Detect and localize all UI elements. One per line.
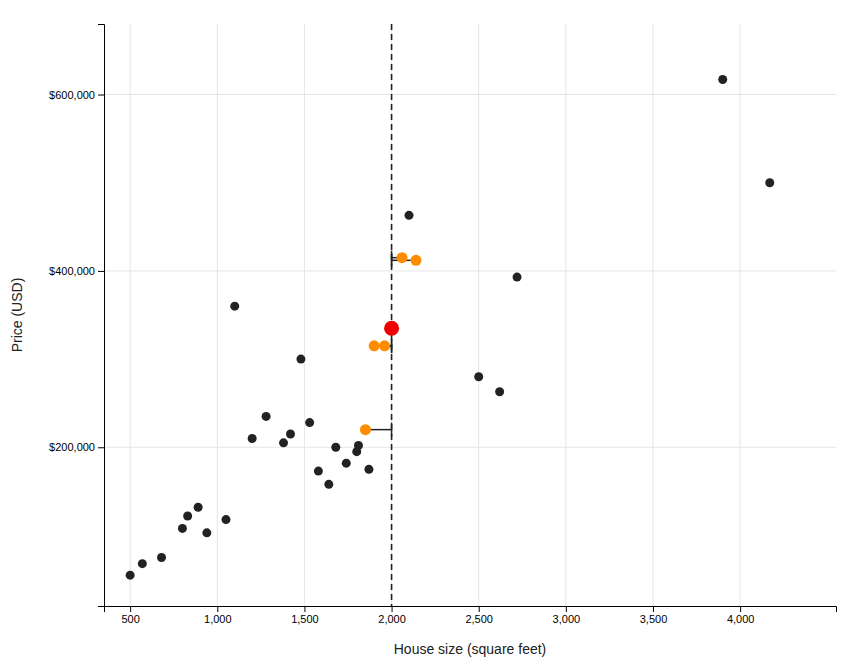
tick-label: 1,000 (204, 613, 232, 625)
connector-end (391, 339, 393, 353)
connector-end (391, 423, 393, 437)
point (474, 372, 483, 381)
point (379, 340, 390, 351)
tick: 4,000 (727, 606, 755, 625)
point (183, 512, 192, 521)
y-axis: $200,000 $400,000 $600,000 (49, 25, 104, 607)
point (194, 503, 203, 512)
point (324, 480, 333, 489)
point (342, 459, 351, 468)
y-axis-title: Price (USD) (9, 278, 25, 353)
point (331, 443, 340, 452)
tick: 500 (121, 606, 139, 625)
series-1 (360, 252, 422, 435)
point (222, 515, 231, 524)
axis-line (98, 25, 105, 607)
point (369, 340, 380, 351)
grid-line-y (104, 447, 836, 448)
connector-end (391, 339, 393, 353)
point (354, 441, 363, 450)
tick: $200,000 (49, 441, 104, 453)
plot-area: 500 1,000 1,500 2,000 2,500 3,000 3,500 4,000 $2… (49, 24, 836, 625)
point (157, 553, 166, 562)
tick-mark (566, 606, 567, 612)
tick: 2,000 (378, 606, 406, 625)
tick-mark (392, 606, 393, 612)
point (513, 273, 522, 282)
x-axis-title: House size (square feet) (394, 641, 547, 657)
tick-label: 3,500 (640, 613, 668, 625)
point (410, 255, 421, 266)
tick-label: 3,000 (553, 613, 581, 625)
point (279, 438, 288, 447)
point (286, 430, 295, 439)
tick-label: 1,500 (291, 613, 319, 625)
grid-line-x (740, 24, 741, 606)
tick-mark (740, 606, 741, 612)
tick: 1,500 (291, 606, 319, 625)
chart: 500 1,000 1,500 2,000 2,500 3,000 3,500 4,000 $2… (0, 0, 864, 672)
tick: 2,500 (465, 606, 493, 625)
tick-mark (653, 606, 654, 612)
data-layer (126, 24, 775, 606)
point (718, 75, 727, 84)
tick: $400,000 (49, 265, 104, 277)
tick-mark (98, 447, 104, 448)
tick-label: 500 (121, 613, 139, 625)
axis-line (105, 607, 837, 613)
reference-line (391, 24, 393, 606)
point (262, 412, 271, 421)
tick-mark (479, 606, 480, 612)
grid (104, 24, 836, 606)
point (495, 387, 504, 396)
tick-mark (130, 606, 131, 612)
point (360, 424, 371, 435)
tick: 1,000 (204, 606, 232, 625)
tick: 3,500 (640, 606, 668, 625)
tick-label: $200,000 (49, 441, 95, 453)
x-axis: 500 1,000 1,500 2,000 2,500 3,000 3,500 4,000 (105, 606, 837, 625)
grid-line-x (304, 24, 305, 606)
point (178, 524, 187, 533)
point (138, 559, 147, 568)
tick-label: 2,000 (378, 613, 406, 625)
grid-line-y (104, 270, 836, 271)
tick-mark (98, 95, 104, 96)
tick-label: $400,000 (49, 265, 95, 277)
point (126, 571, 135, 580)
tick: 3,000 (553, 606, 581, 625)
tick-label: 2,500 (465, 613, 493, 625)
connector-end (391, 253, 393, 267)
tick-mark (217, 606, 218, 612)
tick-mark (98, 271, 104, 272)
grid-line-y (104, 94, 836, 95)
point (248, 434, 257, 443)
point (765, 178, 774, 187)
series-2 (384, 321, 399, 336)
point (397, 252, 408, 263)
tick: $600,000 (49, 89, 104, 101)
point (314, 467, 323, 476)
grid-line-x (130, 24, 131, 606)
point (405, 211, 414, 220)
point (202, 528, 211, 537)
point (230, 302, 239, 311)
grid-line-x (217, 24, 218, 606)
point (305, 418, 314, 427)
grid-line-x (653, 24, 654, 606)
point (364, 465, 373, 474)
tick-label: 4,000 (727, 613, 755, 625)
grid-line-x (565, 24, 566, 606)
point (384, 321, 399, 336)
point (296, 355, 305, 364)
grid-line-x (391, 24, 392, 606)
tick-label: $600,000 (49, 89, 95, 101)
connectors (365, 251, 416, 437)
tick-mark (304, 606, 305, 612)
grid-line-x (478, 24, 479, 606)
series-0 (126, 75, 775, 580)
